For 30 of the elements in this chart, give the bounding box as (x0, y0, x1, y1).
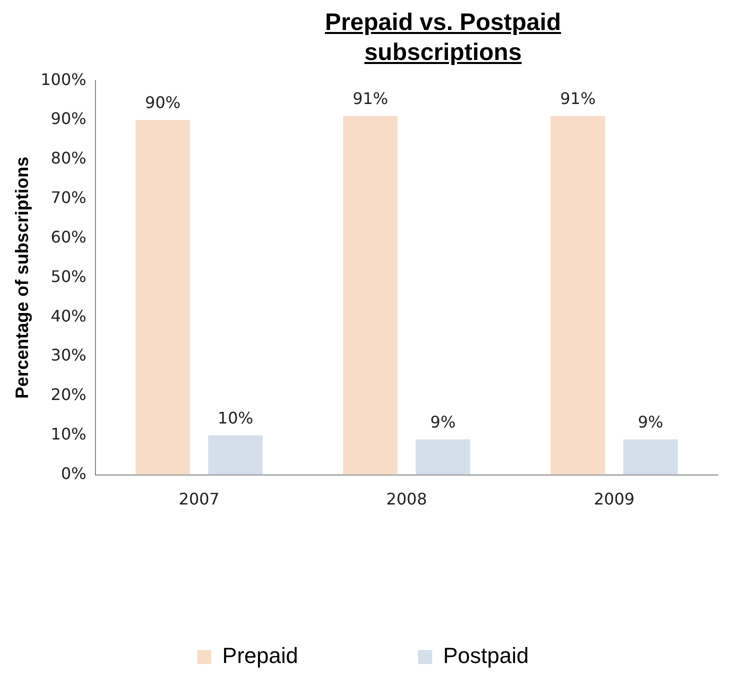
bar (136, 120, 190, 475)
y-tick-label: 30% (50, 346, 86, 365)
y-tick-label: 80% (50, 148, 86, 168)
x-tick-label: 2007 (178, 490, 220, 509)
y-tick-label: 90% (50, 109, 86, 128)
bar (208, 435, 263, 475)
data-label: 9% (638, 412, 664, 432)
bar (416, 439, 470, 475)
data-label: 90% (145, 93, 181, 112)
bar (550, 116, 606, 475)
bar (343, 116, 398, 475)
x-tick-label: 2008 (386, 490, 428, 509)
bar (623, 439, 678, 475)
y-tick-label: 60% (50, 227, 86, 246)
y-tick-label: 40% (50, 306, 86, 326)
y-tick-label: 100% (40, 70, 86, 89)
y-tick-label: 10% (50, 424, 86, 444)
data-label: 9% (430, 412, 456, 432)
y-tick-label: 20% (50, 385, 86, 404)
y-tick-label: 0% (60, 464, 86, 483)
y-axis-title: Percentage of subscriptions (12, 156, 32, 399)
x-tick-label: 2009 (594, 490, 635, 509)
data-label: 10% (218, 408, 254, 428)
y-tick-label: 70% (50, 188, 86, 208)
data-label: 91% (352, 89, 388, 108)
chart-title: Prepaid vs. Postpaid subscriptions (324, 8, 562, 68)
legend-label: Postpaid (443, 643, 529, 668)
legend-label: Prepaid (222, 643, 298, 668)
y-tick-label: 50% (50, 266, 86, 286)
data-label: 91% (560, 89, 596, 108)
